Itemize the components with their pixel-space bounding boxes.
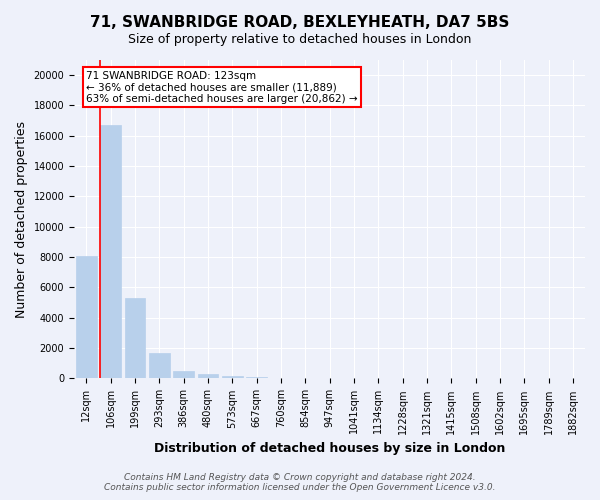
Bar <box>197 374 218 378</box>
Text: 71 SWANBRIDGE ROAD: 123sqm
← 36% of detached houses are smaller (11,889)
63% of : 71 SWANBRIDGE ROAD: 123sqm ← 36% of deta… <box>86 70 358 104</box>
Bar <box>149 352 170 378</box>
Bar <box>222 376 242 378</box>
Text: Contains HM Land Registry data © Crown copyright and database right 2024.
Contai: Contains HM Land Registry data © Crown c… <box>104 473 496 492</box>
Bar <box>173 371 194 378</box>
Bar <box>246 377 267 378</box>
Text: 71, SWANBRIDGE ROAD, BEXLEYHEATH, DA7 5BS: 71, SWANBRIDGE ROAD, BEXLEYHEATH, DA7 5B… <box>91 15 509 30</box>
Bar <box>100 125 121 378</box>
Text: Size of property relative to detached houses in London: Size of property relative to detached ho… <box>128 32 472 46</box>
Bar <box>76 256 97 378</box>
Bar <box>125 298 145 378</box>
X-axis label: Distribution of detached houses by size in London: Distribution of detached houses by size … <box>154 442 505 455</box>
Y-axis label: Number of detached properties: Number of detached properties <box>15 120 28 318</box>
